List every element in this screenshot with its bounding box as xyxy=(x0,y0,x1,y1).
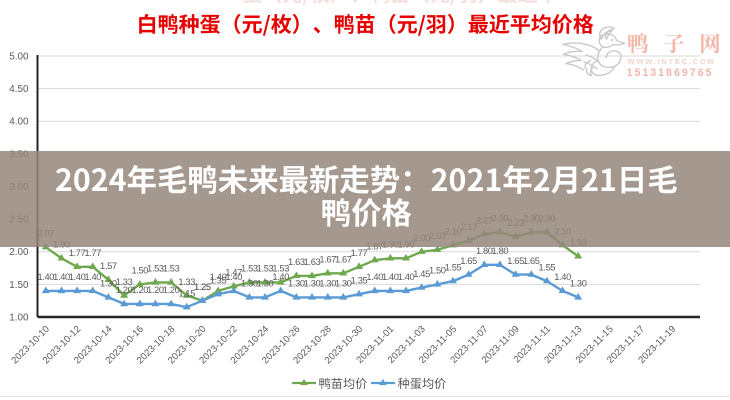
svg-text:1.40: 1.40 xyxy=(210,272,227,282)
svg-text:1.00: 1.00 xyxy=(9,312,29,323)
svg-text:1.30: 1.30 xyxy=(257,279,274,289)
svg-text:1.65: 1.65 xyxy=(507,256,524,266)
svg-text:1.80: 1.80 xyxy=(492,246,509,256)
svg-text:1.40: 1.40 xyxy=(272,272,289,282)
svg-text:1.30: 1.30 xyxy=(100,279,117,289)
svg-text:1.30: 1.30 xyxy=(319,279,336,289)
svg-text:1.53: 1.53 xyxy=(272,264,289,274)
svg-text:1.33: 1.33 xyxy=(178,277,195,287)
svg-text:1.53: 1.53 xyxy=(163,264,180,274)
svg-text:1.40: 1.40 xyxy=(366,272,383,282)
svg-text:1.47: 1.47 xyxy=(225,268,242,278)
svg-text:1.63: 1.63 xyxy=(288,257,305,267)
svg-text:4.00: 4.00 xyxy=(9,117,29,128)
svg-text:1.20: 1.20 xyxy=(163,285,180,295)
svg-text:1.55: 1.55 xyxy=(445,262,462,272)
svg-text:1.20: 1.20 xyxy=(116,285,133,295)
svg-text:1.35: 1.35 xyxy=(351,276,368,286)
svg-text:15131869765: 15131869765 xyxy=(627,67,714,79)
svg-text:1.40: 1.40 xyxy=(382,272,399,282)
svg-text:1.40: 1.40 xyxy=(225,272,242,282)
svg-text:WWW.INTEC.COM: WWW.INTEC.COM xyxy=(628,57,716,66)
svg-text:1.25: 1.25 xyxy=(194,282,211,292)
svg-text:1.40: 1.40 xyxy=(398,272,415,282)
svg-text:1.33: 1.33 xyxy=(116,277,133,287)
svg-text:1.53: 1.53 xyxy=(241,264,258,274)
svg-text:1.25: 1.25 xyxy=(194,282,211,292)
svg-text:5.00: 5.00 xyxy=(9,51,29,62)
svg-text:1.30: 1.30 xyxy=(335,279,352,289)
svg-text:1.77: 1.77 xyxy=(351,248,368,258)
svg-text:1.40: 1.40 xyxy=(554,272,571,282)
svg-text:1.30: 1.30 xyxy=(241,279,258,289)
svg-text:1.80: 1.80 xyxy=(476,246,493,256)
svg-text:1.67: 1.67 xyxy=(335,255,352,265)
svg-text:1.65: 1.65 xyxy=(460,256,477,266)
svg-text:1.30: 1.30 xyxy=(304,279,321,289)
svg-text:1.53: 1.53 xyxy=(147,264,164,274)
svg-text:1.55: 1.55 xyxy=(539,262,556,272)
svg-text:4.50: 4.50 xyxy=(9,84,29,95)
svg-text:1.20: 1.20 xyxy=(147,285,164,295)
svg-text:1.53: 1.53 xyxy=(257,264,274,274)
svg-text:1.50: 1.50 xyxy=(429,266,446,276)
svg-text:1.50: 1.50 xyxy=(131,266,148,276)
svg-text:1.40: 1.40 xyxy=(84,272,101,282)
svg-text:1.35: 1.35 xyxy=(210,276,227,286)
svg-text:1.63: 1.63 xyxy=(304,257,321,267)
svg-text:1.20: 1.20 xyxy=(131,285,148,295)
svg-text:1.40: 1.40 xyxy=(53,272,70,282)
svg-text:1.45: 1.45 xyxy=(413,269,430,279)
svg-text:1.15: 1.15 xyxy=(178,289,195,299)
svg-text:1.50: 1.50 xyxy=(9,280,29,291)
svg-text:1.40: 1.40 xyxy=(69,272,86,282)
svg-text:1.77: 1.77 xyxy=(84,248,101,258)
svg-text:2.00: 2.00 xyxy=(9,247,29,258)
svg-text:1.40: 1.40 xyxy=(37,272,54,282)
svg-text:1.30: 1.30 xyxy=(288,279,305,289)
svg-text:1.30: 1.30 xyxy=(570,279,587,289)
svg-text:1.57: 1.57 xyxy=(100,261,117,271)
svg-text:1.67: 1.67 xyxy=(319,255,336,265)
svg-text:1.65: 1.65 xyxy=(523,256,540,266)
svg-text:1.77: 1.77 xyxy=(69,248,86,258)
